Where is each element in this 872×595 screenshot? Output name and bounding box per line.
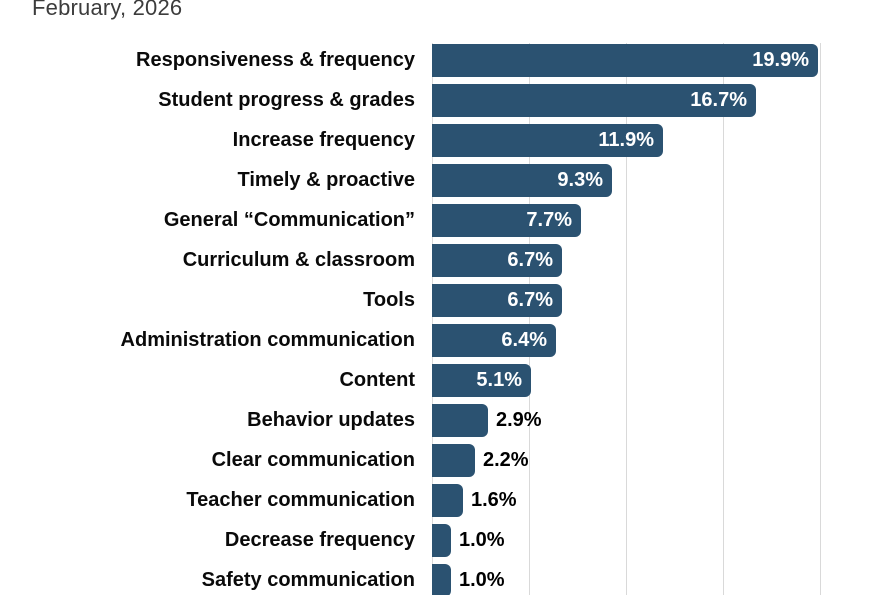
bar: 2.2% [432,443,529,477]
bar-row: Safety communication 1.0% [0,560,872,595]
bar-zone: 16.7% [432,80,872,120]
bar-zone: 2.2% [432,440,872,480]
bar-row: Student progress & grades 16.7% [0,80,872,120]
bar-row: General “Communication” 7.7% [0,200,872,240]
value-label: 1.0% [459,568,505,591]
value-label: 19.9% [752,48,809,71]
bar: 1.0% [432,523,505,557]
bar-row: Clear communication 2.2% [0,440,872,480]
category-label: Tools [363,289,415,311]
bar-rows: Responsiveness & frequency 19.9% Student… [0,40,872,595]
category-label: General “Communication” [163,209,415,231]
bar-zone: 19.9% [432,40,872,80]
bar: 19.9% [432,43,818,77]
bar-row: Responsiveness & frequency 19.9% [0,40,872,80]
category-label: Behavior updates [247,409,415,431]
category-label: Student progress & grades [158,89,415,111]
bar: 2.9% [432,403,542,437]
bar: 1.0% [432,563,505,595]
bar-row: Tools 6.7% [0,280,872,320]
value-label: 6.4% [501,328,547,351]
bar-row: Timely & proactive 9.3% [0,160,872,200]
bar: 6.7% [432,283,562,317]
value-label: 7.7% [526,208,572,231]
value-label: 6.7% [507,248,553,271]
bar-zone: 1.0% [432,520,872,560]
bar-row: Content 5.1% [0,360,872,400]
bar: 11.9% [432,123,663,157]
bar: 6.7% [432,243,562,277]
bar-zone: 2.9% [432,400,872,440]
bar-row: Increase frequency 11.9% [0,120,872,160]
category-label: Curriculum & classroom [182,249,415,271]
bar: 6.4% [432,323,556,357]
bar-row: Decrease frequency 1.0% [0,520,872,560]
value-label: 6.7% [507,288,553,311]
bar-zone: 9.3% [432,160,872,200]
value-label: 2.2% [483,448,529,471]
bar-row: Behavior updates 2.9% [0,400,872,440]
category-label: Administration communication [120,329,415,351]
value-label: 5.1% [476,368,522,391]
bar-zone: 6.7% [432,280,872,320]
bar-zone: 11.9% [432,120,872,160]
bar: 9.3% [432,163,612,197]
bar-row: Teacher communication 1.6% [0,480,872,520]
bar-zone: 7.7% [432,200,872,240]
category-label: Content [339,369,415,391]
bar-zone: 1.6% [432,480,872,520]
category-label: Timely & proactive [237,169,415,191]
category-label: Teacher communication [186,489,415,511]
bar: 16.7% [432,83,756,117]
bar-zone: 6.7% [432,240,872,280]
bar-zone: 5.1% [432,360,872,400]
bar-row: Administration communication 6.4% [0,320,872,360]
value-label: 1.6% [471,488,517,511]
value-label: 9.3% [557,168,603,191]
value-label: 2.9% [496,408,542,431]
category-label: Increase frequency [232,129,415,151]
category-label: Safety communication [201,569,415,591]
bar: 1.6% [432,483,517,517]
category-label: Clear communication [211,449,415,471]
value-label: 1.0% [459,528,505,551]
category-label: Responsiveness & frequency [136,49,415,71]
bar-zone: 1.0% [432,560,872,595]
bar-zone: 6.4% [432,320,872,360]
bar-row: Curriculum & classroom 6.7% [0,240,872,280]
category-label: Decrease frequency [224,529,415,551]
bar: 5.1% [432,363,531,397]
bar: 7.7% [432,203,581,237]
value-label: 16.7% [690,88,747,111]
chart-subtitle: February, 2026 [32,0,183,20]
value-label: 11.9% [598,128,654,151]
